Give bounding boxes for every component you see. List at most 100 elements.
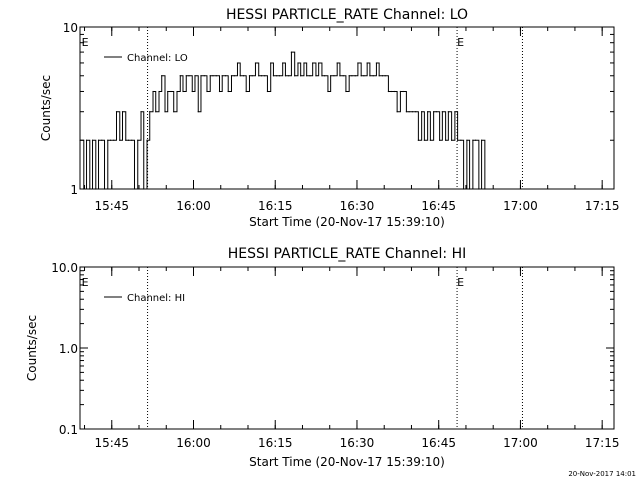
lo-data-point xyxy=(393,90,396,93)
lo-data-point xyxy=(272,75,275,77)
lo-series-line xyxy=(80,51,486,190)
lo-data-point xyxy=(463,188,465,190)
lo-data-point xyxy=(113,139,115,141)
lo-data-point xyxy=(480,139,483,141)
lo-data-point xyxy=(339,75,341,77)
lo-data-point xyxy=(408,111,410,113)
lo-data-point xyxy=(348,75,350,77)
lo-data-point xyxy=(155,111,157,113)
lo-data-point xyxy=(306,75,308,77)
lo-data-point xyxy=(97,139,100,141)
lo-data-point xyxy=(95,188,97,190)
lo-data-point xyxy=(161,75,163,77)
lo-data-point xyxy=(427,111,429,113)
lo-data-point xyxy=(242,75,245,77)
lo-data-point xyxy=(115,111,118,113)
hi-x-tick-label: 16:15 xyxy=(258,436,293,450)
lo-data-point xyxy=(91,139,94,141)
lo-data-point xyxy=(133,188,136,190)
lo-data-point xyxy=(164,111,166,113)
lo-data-point xyxy=(375,62,378,64)
hi-x-tick-label: 16:45 xyxy=(421,436,456,450)
lo-data-point xyxy=(278,75,281,77)
lo-data-point xyxy=(215,75,217,77)
lo-data-point xyxy=(248,75,251,77)
hi-plot-frame xyxy=(79,266,615,430)
lo-data-point xyxy=(270,62,272,64)
generation-timestamp: 20-Nov-2017 14:01 xyxy=(568,470,636,478)
lo-data-point xyxy=(312,62,314,64)
lo-data-point xyxy=(176,90,178,93)
lo-data-point xyxy=(107,139,109,141)
lo-data-point xyxy=(327,90,329,93)
lo-data-point xyxy=(191,90,193,93)
lo-data-point xyxy=(451,139,453,141)
lo-data-point xyxy=(321,75,323,77)
hi-y-tick-label: 10.0 xyxy=(51,261,78,275)
lo-data-point xyxy=(469,188,471,190)
lo-data-point xyxy=(297,62,299,64)
lo-data-point xyxy=(284,75,287,77)
lo-data-point xyxy=(152,90,154,93)
lo-legend-label: Channel: LO xyxy=(127,53,188,64)
lo-data-point xyxy=(194,75,196,77)
lo-data-point xyxy=(119,139,121,141)
lo-data-point xyxy=(209,75,211,77)
lo-x-tick-label: 17:15 xyxy=(585,199,620,213)
lo-data-point xyxy=(288,75,290,77)
lo-data-point xyxy=(143,188,145,190)
hi-x-tick-label: 17:15 xyxy=(585,436,620,450)
lo-x-tick-label: 16:45 xyxy=(421,199,456,213)
lo-data-point xyxy=(315,75,317,77)
lo-data-point xyxy=(137,139,139,141)
lo-data-point xyxy=(460,139,462,141)
lo-data-point xyxy=(185,75,187,77)
lo-data-point xyxy=(149,111,151,113)
lo-data-point xyxy=(103,188,106,190)
hi-x-tick-label: 16:30 xyxy=(340,436,375,450)
lo-data-point xyxy=(433,111,435,113)
hi-event-flag-label: E xyxy=(457,276,464,289)
lo-data-point xyxy=(421,111,423,113)
lo-data-point xyxy=(179,75,181,77)
lo-x-axis-label: Start Time (20-Nov-17 15:39:10) xyxy=(249,215,445,229)
lo-data-point xyxy=(79,139,81,141)
lo-channel-panel: HESSI PARTICLE_RATE Channel: LO 1 10 Counts… xyxy=(39,7,619,229)
lo-data-point xyxy=(146,139,148,141)
lo-data-point xyxy=(454,111,456,113)
lo-data-point xyxy=(378,75,380,77)
lo-event-flag-label: E xyxy=(82,36,89,49)
lo-data-point xyxy=(85,139,88,141)
lo-data-point xyxy=(158,90,160,93)
lo-data-point xyxy=(333,75,335,77)
lo-data-point xyxy=(484,188,486,190)
lo-x-tick-label: 17:00 xyxy=(503,199,538,213)
lo-data-point xyxy=(415,111,417,113)
lo-x-tick-label: 15:45 xyxy=(94,199,129,213)
lo-data-point xyxy=(324,75,326,77)
lo-data-point xyxy=(294,75,296,77)
lo-data-point xyxy=(254,62,257,64)
lo-data-point xyxy=(381,75,384,77)
lo-data-point xyxy=(260,75,263,77)
lo-data-point xyxy=(363,75,365,77)
lo-data-point xyxy=(230,75,233,77)
lo-data-point xyxy=(478,188,480,190)
hi-y-tick-label: 1.0 xyxy=(59,342,78,356)
lo-data-point xyxy=(125,139,127,141)
lo-data-point xyxy=(318,62,320,64)
lo-x-tick-label: 16:00 xyxy=(176,199,211,213)
hi-y-tick-label: 0.1 xyxy=(59,423,78,437)
hi-legend-label: Channel: HI xyxy=(127,293,185,304)
lo-data-point xyxy=(212,75,214,77)
lo-data-point xyxy=(405,111,407,113)
lo-data-point xyxy=(342,75,344,77)
lo-y-tick-label: 1 xyxy=(70,183,78,197)
lo-data-point xyxy=(203,75,205,77)
lo-data-point xyxy=(441,111,443,113)
lo-data-point xyxy=(276,75,278,77)
lo-data-point xyxy=(387,90,390,93)
lo-x-tick-label: 16:30 xyxy=(340,199,375,213)
hi-x-axis-label: Start Time (20-Nov-17 15:39:10) xyxy=(249,455,445,469)
lo-data-point xyxy=(366,62,368,64)
